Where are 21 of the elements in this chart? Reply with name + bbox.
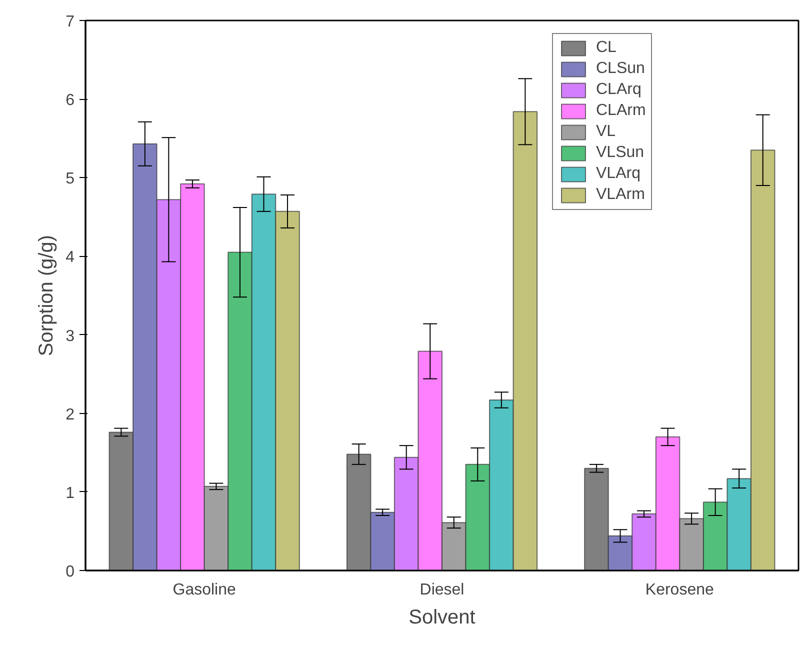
legend-label: CL bbox=[596, 39, 616, 57]
y-tick-label: 5 bbox=[66, 170, 75, 188]
legend-label: CLSun bbox=[596, 60, 645, 78]
x-tick-label: Diesel bbox=[420, 582, 464, 598]
y-tick-label: 7 bbox=[66, 14, 75, 30]
y-tick-label: 2 bbox=[66, 406, 75, 424]
y-tick-label: 0 bbox=[66, 564, 75, 580]
legend-label: VLArq bbox=[596, 165, 640, 183]
x-tick-label: Kerosene bbox=[645, 582, 714, 598]
legend-label: CLArm bbox=[596, 102, 646, 120]
y-tick-label: 1 bbox=[66, 484, 75, 502]
legend-label: VLArm bbox=[596, 186, 645, 204]
y-tick-label: 4 bbox=[66, 249, 75, 266]
legend-label: VLSun bbox=[596, 144, 644, 162]
x-tick-label: Gasoline bbox=[172, 582, 236, 598]
y-tick-label: 3 bbox=[66, 328, 75, 345]
y-axis-title: Sorption (g/g) bbox=[36, 234, 58, 356]
x-axis-title: Solvent bbox=[408, 606, 476, 628]
legend-label: VL bbox=[596, 123, 616, 141]
y-tick-label: 6 bbox=[66, 92, 75, 110]
legend-label: CLArq bbox=[596, 81, 642, 99]
